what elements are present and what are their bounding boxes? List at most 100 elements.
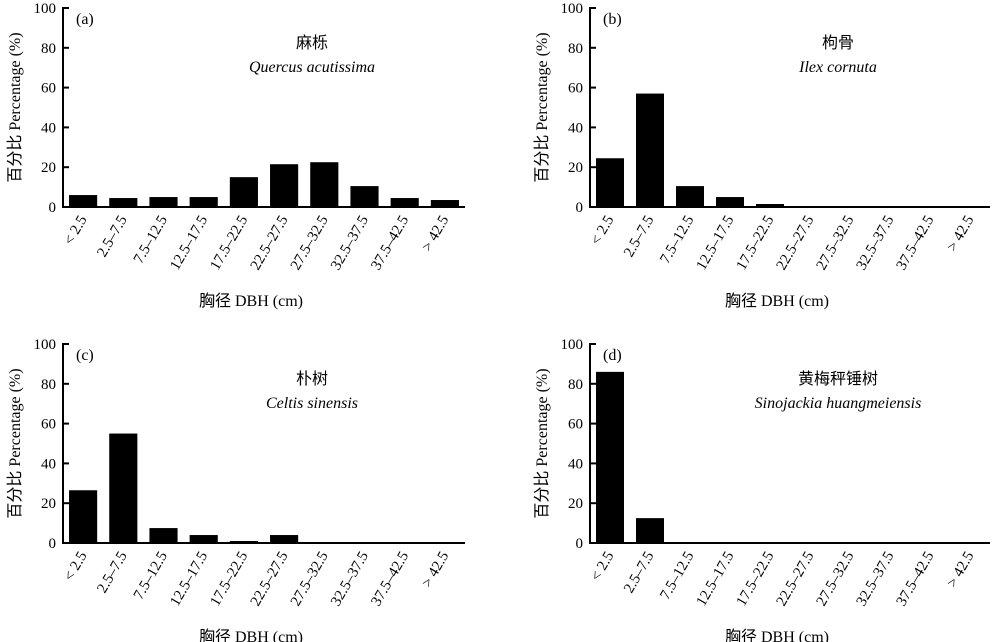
x-tick-label: 2.5–7.5 (94, 549, 130, 596)
x-tick-label: < 2.5 (588, 549, 617, 584)
species-name-cn: 枸骨 (822, 34, 854, 52)
bar (716, 197, 744, 207)
x-tick-label: 17.5–22.5 (208, 213, 252, 273)
x-tick-label: 27.5–32.5 (288, 549, 332, 609)
x-tick-label: 7.5–12.5 (657, 213, 697, 266)
y-axis-title: 百分比 Percentage (%) (6, 32, 24, 182)
y-tick-label: 100 (34, 1, 57, 17)
x-tick-label: > 42.5 (419, 213, 452, 254)
y-axis-title: 百分比 Percentage (%) (6, 368, 24, 518)
x-tick-label: 32.5–37.5 (328, 213, 372, 273)
x-tick-label: 12.5–17.5 (694, 549, 738, 609)
bar (149, 528, 178, 543)
x-tick-label: 17.5–22.5 (208, 549, 252, 609)
x-tick-label: 37.5–42.5 (368, 549, 412, 609)
x-tick-label: 22.5–27.5 (774, 549, 818, 609)
x-tick-label: 32.5–37.5 (328, 549, 372, 609)
x-tick-label: 17.5–22.5 (734, 549, 778, 609)
species-name-cn: 朴树 (296, 370, 328, 388)
x-tick-label: 2.5–7.5 (621, 549, 657, 596)
x-axis-title: 胸径 DBH (cm) (199, 628, 303, 642)
bar (149, 197, 178, 207)
x-tick-label: 7.5–12.5 (131, 213, 171, 266)
bar (109, 198, 138, 207)
bar (189, 197, 218, 207)
bar (430, 200, 459, 207)
y-tick-label: 60 (41, 81, 56, 97)
x-tick-label: 27.5–32.5 (814, 213, 858, 273)
x-tick-label: 22.5–27.5 (774, 213, 818, 273)
y-tick-label: 40 (568, 456, 583, 472)
y-tick-label: 20 (41, 160, 56, 176)
species-name-latin: Ilex cornuta (798, 59, 877, 76)
bar (596, 158, 624, 207)
y-tick-label: 60 (41, 417, 56, 433)
bar (270, 535, 299, 543)
bar (270, 164, 299, 207)
y-tick-label: 20 (41, 496, 56, 512)
x-tick-label: 7.5–12.5 (657, 549, 697, 602)
x-tick-label: 37.5–42.5 (368, 213, 412, 273)
y-tick-label: 0 (576, 536, 584, 552)
x-axis-title: 胸径 DBH (cm) (725, 628, 829, 642)
chart-panel-d: 0 20 40 60 80 100 < 2.5 2.5–7.5 7.5–12.512.5–17.… (533, 337, 990, 642)
panel-label: (c) (76, 347, 94, 364)
bar (69, 195, 98, 207)
y-axis-title: 百分比 Percentage (%) (533, 32, 551, 182)
species-name-cn: 麻栎 (296, 34, 328, 52)
bar (310, 162, 339, 207)
x-tick-label: 37.5–42.5 (894, 549, 938, 609)
y-tick-label: 80 (41, 377, 56, 393)
y-tick-label: 40 (41, 456, 56, 472)
species-name-cn: 黄梅秤锤树 (798, 370, 878, 388)
x-axis-title: 胸径 DBH (cm) (725, 292, 829, 310)
bar (229, 177, 258, 207)
y-tick-label: 0 (49, 536, 57, 552)
y-tick-label: 80 (568, 377, 583, 393)
x-tick-label: 17.5–22.5 (734, 213, 778, 273)
chart-panel-a: 0 20 40 60 80 100 < 2.5 2.5–7.5 7.5–12.512.5–17.… (6, 1, 465, 310)
species-name-latin: Sinojackia huangmeiensis (755, 395, 922, 412)
x-tick-label: > 42.5 (419, 549, 452, 590)
panel-label: (a) (76, 11, 94, 28)
bar (636, 93, 664, 207)
species-name-latin: Quercus acutissima (249, 59, 375, 76)
y-tick-label: 0 (49, 200, 57, 216)
bar (636, 518, 664, 544)
panel-label: (d) (603, 347, 622, 364)
bar (109, 433, 138, 543)
x-tick-label: 27.5–32.5 (288, 213, 332, 273)
x-tick-label: 12.5–17.5 (167, 549, 211, 609)
y-tick-label: 60 (568, 417, 583, 433)
x-tick-label: 12.5–17.5 (694, 213, 738, 273)
y-tick-label: 60 (568, 81, 583, 97)
x-tick-label: > 42.5 (944, 549, 977, 590)
x-tick-label: 22.5–27.5 (248, 213, 292, 273)
bar (756, 204, 784, 207)
bar (350, 186, 379, 207)
bar (596, 371, 624, 543)
y-axis-title: 百分比 Percentage (%) (533, 368, 551, 518)
y-tick-label: 80 (568, 41, 583, 57)
x-tick-label: 32.5–37.5 (854, 213, 898, 273)
y-tick-label: 40 (41, 120, 56, 136)
y-tick-label: 100 (34, 337, 57, 353)
bar (69, 490, 98, 543)
y-tick-label: 40 (568, 120, 583, 136)
y-tick-label: 80 (41, 41, 56, 57)
y-tick-label: 100 (561, 337, 584, 353)
x-tick-label: < 2.5 (61, 213, 90, 248)
species-name-latin: Celtis sinensis (266, 395, 358, 412)
chart-panel-b: 0 20 40 60 80 100 < 2.5 2.5–7.5 7.5–12.512.5–17.… (533, 1, 990, 310)
bar (390, 198, 419, 207)
x-tick-label: < 2.5 (61, 549, 90, 584)
x-tick-label: < 2.5 (588, 213, 617, 248)
y-tick-label: 0 (576, 200, 584, 216)
chart-panel-c: 0 20 40 60 80 100 < 2.5 2.5–7.5 7.5–12.512.5–17.… (6, 337, 465, 642)
x-tick-label: 7.5–12.5 (131, 549, 171, 602)
x-tick-label: 37.5–42.5 (894, 213, 938, 273)
x-tick-label: > 42.5 (944, 213, 977, 254)
y-tick-label: 100 (561, 1, 584, 17)
bar (189, 535, 218, 543)
